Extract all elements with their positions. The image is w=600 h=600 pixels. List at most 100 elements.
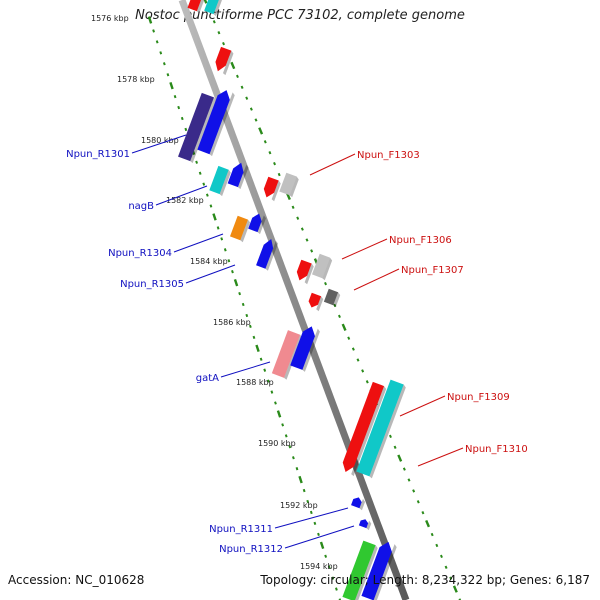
tick-mark [245, 96, 249, 100]
gene-npun-r1301 [178, 92, 217, 164]
gene-gray-f1307-shade [333, 292, 341, 308]
tick-mark [435, 543, 439, 548]
tick-mark [209, 204, 213, 208]
reverse-gene-label: Npun_R1304 [108, 248, 172, 259]
gene-npun-f1303a-body [263, 176, 279, 198]
gene-npun-r1312-shade [366, 520, 372, 531]
gene-blue-gata2-shade [302, 328, 320, 372]
gene-npun-r1304-body [230, 215, 248, 241]
forward-gene-label: Npun_F1303 [357, 150, 420, 161]
dna-backbone [178, 0, 410, 600]
forward-gene-label: Npun_F1306 [389, 235, 452, 246]
gene-npun-r1304-shade [240, 219, 251, 243]
gene-npun-r1301-body [178, 92, 214, 162]
leader-line [341, 238, 388, 260]
tick-mark [393, 445, 397, 449]
leader-line [173, 233, 224, 253]
gene-npun-f1303-body [279, 172, 297, 196]
tick-mark [212, 20, 216, 24]
gene-nagb-body [209, 165, 229, 195]
tick-mark [203, 0, 208, 4]
tick-mark [327, 565, 331, 569]
gene-blue-nagb2-shade [237, 164, 249, 190]
gene-blue-gata2-body [290, 326, 315, 370]
tick-mark [356, 358, 360, 362]
gene-npun-r1312 [358, 519, 372, 531]
forward-gene-label: Npun_F1307 [401, 265, 464, 276]
leader-line [417, 447, 464, 467]
tick-mark [169, 81, 174, 90]
gene-nagb-shade [219, 169, 231, 197]
tick-marks [147, 0, 462, 600]
tick-mark [295, 467, 299, 471]
gene-npun-f1310-shade [369, 384, 406, 479]
tick-mark [421, 511, 425, 515]
tick-mark [276, 410, 282, 418]
gene-gray-f1307 [323, 288, 341, 308]
tick-mark [180, 116, 184, 121]
gene-npun-r1311-shade [359, 498, 366, 511]
tick-mark [449, 576, 453, 580]
gene-npun-f1307 [308, 292, 324, 312]
tick-mark [291, 205, 295, 209]
tick-mark [245, 313, 249, 318]
tick-mark [309, 510, 313, 515]
top-cyan-gene-shade [213, 0, 222, 17]
gene-gray-f1306-shade [322, 257, 333, 281]
leader-line [131, 134, 187, 154]
tick-mark [152, 29, 155, 33]
tick-mark [268, 151, 272, 155]
tick-mark [220, 237, 224, 241]
tick-mark [223, 248, 227, 252]
gene-blue-r1301b-shade [209, 92, 235, 157]
gene-npun-r1305-shade [265, 240, 279, 271]
tick-mark [238, 291, 242, 296]
gene-gray-f1306 [312, 253, 333, 281]
tick-mark [159, 51, 163, 55]
tick-mark [288, 445, 292, 449]
tick-mark [255, 344, 260, 353]
gene-nagb [209, 165, 231, 197]
leader-line [399, 395, 446, 417]
tick-mark [298, 475, 303, 484]
tick-mark [259, 357, 263, 361]
position-label: 1594 kbp [300, 562, 338, 571]
tick-mark [217, 31, 221, 35]
gene-blue-r1301b [197, 90, 235, 157]
gene-green-bottom-body [342, 540, 376, 600]
feature-labels: 1576 kbp 1578 kbp 1580 kbp 1582 kbp 1584 kbp… [66, 14, 528, 571]
tick-mark [300, 227, 304, 231]
leader-line [220, 361, 271, 378]
position-label: 1590 kbp [258, 439, 296, 448]
leader-line [185, 264, 236, 284]
accession-text: Accession: NC_010628 [8, 573, 145, 587]
reverse-gene-label: gatA [196, 373, 219, 384]
gene-npun-r1304 [230, 215, 251, 243]
top-cyan-gene-body [204, 0, 220, 15]
tick-mark [222, 41, 226, 46]
gene-features [178, 0, 406, 600]
gene-blue-r1304b-body [248, 213, 262, 233]
top-red-gene-body [187, 0, 203, 12]
tick-mark [335, 587, 338, 591]
tick-mark [402, 467, 406, 471]
tick-mark [198, 171, 202, 175]
gene-npun-f1303a-shade [271, 180, 281, 202]
tick-mark [313, 521, 317, 526]
tick-mark [302, 488, 306, 493]
gene-blue-bottom-shade [373, 544, 397, 600]
gene-npun-f1306-shade [304, 263, 314, 285]
tick-mark [397, 454, 403, 462]
gene-green-bottom [342, 540, 378, 600]
reverse-gene-label: Npun_R1301 [66, 149, 130, 160]
gene-gray-f1307-body [323, 288, 339, 306]
position-label: 1578 kbp [117, 75, 155, 84]
tick-mark [266, 379, 270, 383]
tick-mark [425, 519, 431, 528]
gene-blue-bottom-body [361, 541, 392, 600]
gene-blue-r1304b [248, 213, 266, 235]
reverse-gene-label: nagB [128, 201, 154, 212]
tick-mark [252, 335, 256, 340]
